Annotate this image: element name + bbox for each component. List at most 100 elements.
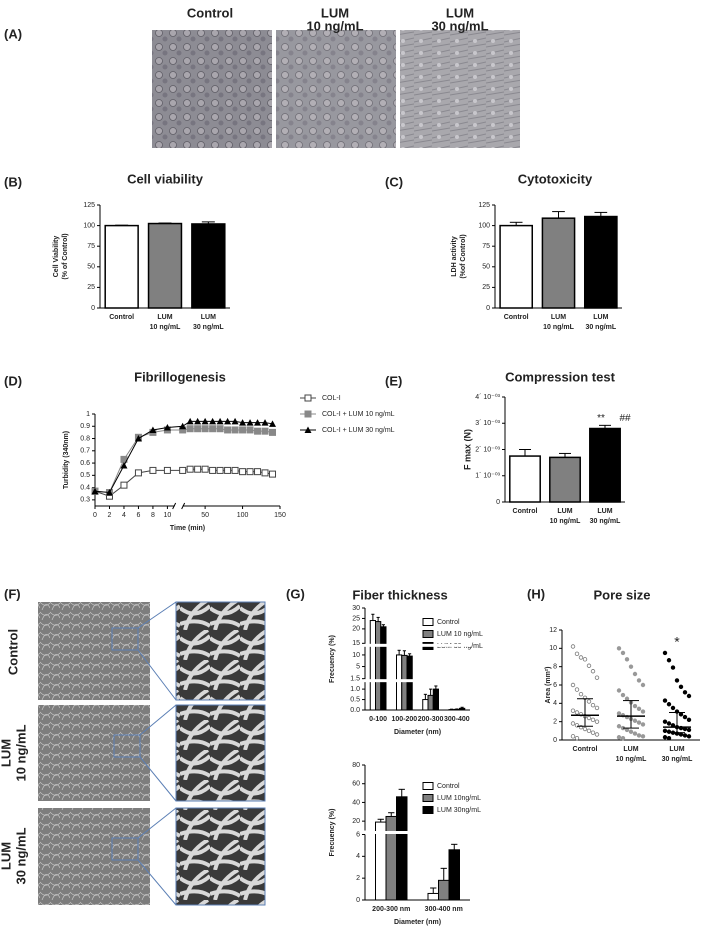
panel-label: (C) xyxy=(385,174,403,189)
marker xyxy=(232,467,238,473)
marker xyxy=(210,426,216,432)
x-tick-label: 6 xyxy=(136,512,140,519)
bar xyxy=(428,695,433,710)
point xyxy=(591,669,595,673)
panel-f-images xyxy=(38,602,265,905)
sem-zoom xyxy=(176,808,265,905)
marker xyxy=(247,469,253,475)
panel-label: (D) xyxy=(4,373,22,388)
point xyxy=(617,689,621,693)
x-tick-label: 10 ng/mL xyxy=(150,324,181,331)
y-tick-label: 3´ 10⁻⁰³ xyxy=(475,419,500,427)
x-tick-label: 100-200 xyxy=(392,716,418,723)
column-title: 30 ng/mL xyxy=(431,18,488,33)
marker xyxy=(225,467,231,473)
marker xyxy=(217,426,223,432)
point xyxy=(667,702,671,706)
y-tick-label: 8 xyxy=(553,664,557,671)
bar xyxy=(407,656,412,710)
point xyxy=(633,719,637,723)
y-axis-label: LDH activity xyxy=(451,236,458,277)
row-title: LUM xyxy=(0,739,13,767)
x-tick-label: 50 xyxy=(201,512,209,519)
point xyxy=(667,722,671,726)
x-tick-label: LUM xyxy=(623,746,638,753)
marker xyxy=(270,429,276,435)
marker xyxy=(164,467,170,473)
y-tick-label: 60 xyxy=(352,781,360,788)
point xyxy=(671,666,675,670)
point xyxy=(679,733,683,737)
sem-zoom xyxy=(176,602,265,700)
point xyxy=(571,683,575,687)
marker xyxy=(187,466,193,472)
legend-label: Control xyxy=(437,783,460,790)
bar xyxy=(449,850,460,900)
x-tick-label: 4 xyxy=(122,512,126,519)
axis-break xyxy=(364,644,471,647)
bar xyxy=(149,224,182,308)
x-tick-label: Control xyxy=(513,508,538,515)
y-tick-label: 1.0 xyxy=(350,686,360,693)
bar xyxy=(192,224,225,308)
marker xyxy=(240,427,246,433)
legend-label: Control xyxy=(437,619,460,626)
point xyxy=(587,700,591,704)
point xyxy=(571,735,575,739)
x-tick-label: 30 ng/mL xyxy=(590,518,621,525)
legend-label: COL-I + LUM 10 ng/mL xyxy=(322,411,395,418)
y-axis-label: Cell Viability xyxy=(53,236,60,278)
legend-label: LUM 10ng/mL xyxy=(437,795,481,802)
x-tick-label: 200-300 xyxy=(418,716,444,723)
sem-zoom xyxy=(176,705,265,801)
y-axis-label: Frecuency (%) xyxy=(329,635,336,683)
y-tick-label: 5 xyxy=(356,663,360,670)
bar xyxy=(590,429,620,503)
point xyxy=(571,645,575,649)
bar xyxy=(460,708,465,710)
point xyxy=(663,699,667,703)
point xyxy=(579,656,583,660)
point xyxy=(625,658,629,662)
x-tick-label: LUM xyxy=(551,314,566,321)
bar xyxy=(433,689,438,710)
point xyxy=(571,722,575,726)
point xyxy=(637,679,641,683)
annotation: ** xyxy=(597,413,605,424)
point xyxy=(637,721,641,725)
point xyxy=(575,736,579,740)
y-tick-label: 4 xyxy=(553,700,557,707)
x-tick-label: 30 ng/mL xyxy=(585,324,616,331)
x-axis-label: Diameter (nm) xyxy=(394,919,441,926)
y-axis-label: Frecuency (%) xyxy=(329,809,336,857)
point xyxy=(687,728,691,732)
point xyxy=(663,729,667,733)
x-axis-label: Diameter (nm) xyxy=(394,729,441,736)
point xyxy=(617,735,621,739)
point xyxy=(675,679,679,683)
micrograph xyxy=(152,30,272,148)
panel-label: (B) xyxy=(4,174,22,189)
axis-break xyxy=(364,831,471,834)
y-tick-label: 75 xyxy=(87,243,95,250)
marker xyxy=(255,428,261,434)
point xyxy=(617,712,621,716)
sem-image xyxy=(38,602,150,700)
y-tick-label: 0.6 xyxy=(80,460,90,467)
x-tick-label: 200-300 nm xyxy=(372,906,410,913)
bar xyxy=(381,627,386,710)
axis-break xyxy=(364,679,471,682)
y-axis-label: (% of Control) xyxy=(62,233,69,279)
bar xyxy=(370,621,375,710)
x-axis-label: Time (min) xyxy=(170,525,205,532)
point xyxy=(687,735,691,739)
y-tick-label: 0.4 xyxy=(80,484,90,491)
chart-title: Fibrillogenesis xyxy=(134,369,226,384)
x-tick-label: 8 xyxy=(151,512,155,519)
marker xyxy=(262,428,268,434)
point xyxy=(687,694,691,698)
row-title: 10 ng/mL xyxy=(13,724,28,781)
x-tick-label: 100 xyxy=(237,512,249,519)
y-tick-label: 0 xyxy=(553,737,557,744)
x-tick-label: LUM xyxy=(157,314,172,321)
